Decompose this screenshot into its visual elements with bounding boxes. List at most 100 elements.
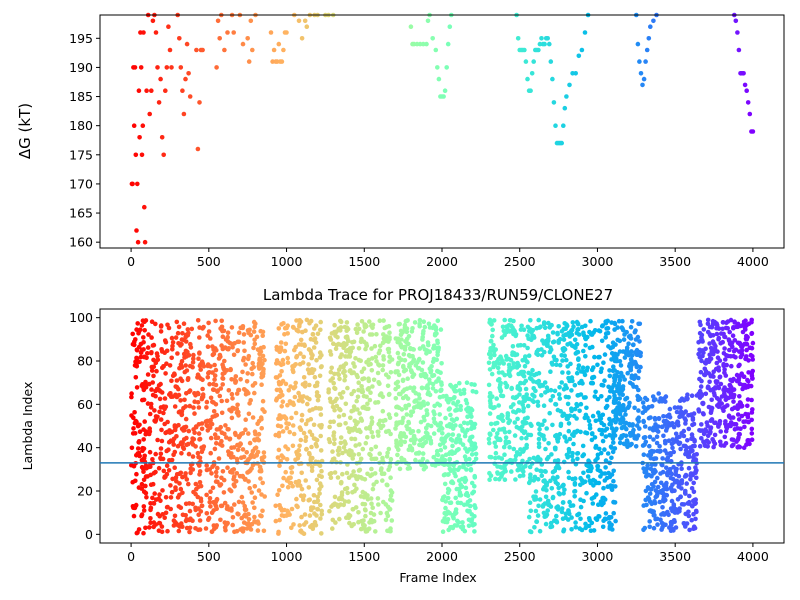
lambda-trace-point: [332, 386, 338, 392]
lambda-trace-point: [155, 437, 160, 443]
lambda-trace-point: [186, 481, 191, 487]
lambda-trace-point: [297, 394, 303, 399]
lambda-trace-point: [398, 391, 403, 397]
lambda-trace-point: [158, 498, 163, 504]
lambda-trace-point: [537, 426, 542, 432]
lambda-trace-point: [716, 423, 721, 428]
lambda-trace-point: [299, 470, 305, 476]
delta-g-point: [523, 59, 529, 64]
lambda-trace-point: [234, 471, 240, 476]
lambda-trace-point: [187, 529, 192, 535]
lambda-trace-point: [570, 320, 576, 325]
lambda-trace-point: [590, 413, 596, 419]
lambda-trace-point: [691, 471, 696, 477]
lambda-trace-point: [148, 401, 154, 407]
lambda-trace-point: [745, 403, 750, 409]
lambda-trace-point: [503, 468, 508, 474]
lambda-trace-point: [674, 439, 680, 444]
lambda-trace-point: [723, 397, 729, 403]
lambda-trace-point: [514, 394, 520, 400]
lambda-trace-point: [208, 336, 213, 341]
lambda-trace-point: [649, 450, 654, 456]
lambda-trace-point: [337, 391, 343, 397]
lambda-trace-point: [376, 350, 382, 356]
lambda-trace-point: [528, 508, 534, 514]
lambda-trace-point: [728, 415, 733, 421]
lambda-trace-point: [277, 463, 282, 469]
lambda-trace-point: [337, 496, 343, 501]
lambda-trace-point: [245, 470, 250, 475]
lambda-trace-point: [219, 398, 224, 404]
lambda-trace-point: [338, 440, 344, 446]
lambda-trace-point: [516, 363, 522, 369]
lambda-trace-point: [602, 497, 608, 502]
lambda-trace-point: [230, 522, 235, 528]
lambda-trace-point: [244, 450, 249, 455]
lambda-trace-point: [572, 382, 578, 388]
lambda-trace-point: [739, 348, 745, 353]
delta-g-point: [149, 88, 154, 93]
lambda-trace-point: [458, 500, 464, 506]
lambda-trace-point: [358, 339, 364, 345]
lambda-trace-point: [175, 330, 181, 336]
lambda-trace-point: [331, 419, 337, 425]
lambda-trace-point: [334, 396, 339, 402]
lambda-trace-point: [370, 384, 375, 389]
lambda-trace-point: [629, 319, 635, 324]
delta-g-point: [135, 239, 141, 245]
lambda-trace-point: [276, 447, 282, 453]
lambda-trace-point: [141, 508, 147, 513]
lambda-trace-point: [541, 478, 546, 484]
lambda-trace-point: [140, 397, 145, 403]
lambda-trace-point: [148, 482, 154, 488]
lambda-trace-point: [607, 514, 612, 520]
lambda-trace-point: [403, 403, 408, 409]
lambda-trace-point: [583, 521, 588, 527]
lambda-trace-point: [356, 452, 362, 457]
lambda-trace-point: [288, 465, 294, 471]
lambda-trace-point: [654, 489, 660, 495]
lambda-trace-point: [336, 414, 342, 419]
lambda-trace-point: [170, 343, 175, 349]
lambda-trace-point: [262, 494, 268, 499]
lambda-trace-point: [664, 480, 669, 486]
delta-g-point: [281, 47, 286, 53]
lambda-trace-point: [629, 441, 634, 447]
lambda-trace-point: [330, 376, 336, 381]
lambda-trace-point: [200, 446, 206, 452]
lambda-trace-point: [574, 330, 580, 336]
lambda-trace-point: [345, 385, 350, 391]
lambda-trace-point: [647, 491, 653, 496]
lambda-trace-point: [739, 413, 745, 419]
lambda-trace-point: [575, 321, 581, 327]
lambda-trace-point: [645, 463, 650, 468]
delta-g-point: [644, 47, 650, 53]
lambda-trace-point: [589, 437, 595, 443]
lambda-trace-point: [384, 482, 390, 488]
lambda-trace-point: [586, 418, 592, 424]
lambda-trace-point: [446, 527, 452, 533]
lambda-trace-point: [260, 369, 266, 374]
lambda-trace-point: [750, 357, 755, 362]
lambda-trace-point: [634, 435, 639, 441]
lambda-trace-point: [309, 464, 315, 470]
lambda-trace-point: [220, 328, 225, 334]
lambda-trace-point: [515, 343, 521, 348]
lambda-trace-point: [376, 421, 382, 427]
lambda-trace-point: [453, 495, 459, 501]
lambda-trace-point: [448, 500, 454, 506]
lambda-trace-point: [589, 520, 595, 526]
delta-g-point: [163, 88, 168, 93]
lambda-trace-point: [369, 519, 375, 525]
lambda-trace-point: [338, 325, 344, 330]
lambda-trace-point: [240, 369, 245, 375]
lambda-trace-point: [500, 393, 506, 399]
lambda-trace-point: [147, 449, 153, 455]
lambda-trace-point: [213, 367, 219, 373]
delta-g-point: [638, 71, 644, 76]
lambda-trace-point: [642, 469, 647, 475]
lambda-trace-point: [588, 380, 594, 386]
lambda-trace-point: [671, 503, 677, 509]
lambda-trace-point: [239, 494, 245, 500]
lambda-trace-point: [652, 426, 658, 432]
